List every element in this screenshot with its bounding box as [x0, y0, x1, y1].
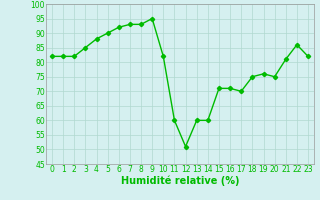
X-axis label: Humidité relative (%): Humidité relative (%): [121, 176, 239, 186]
